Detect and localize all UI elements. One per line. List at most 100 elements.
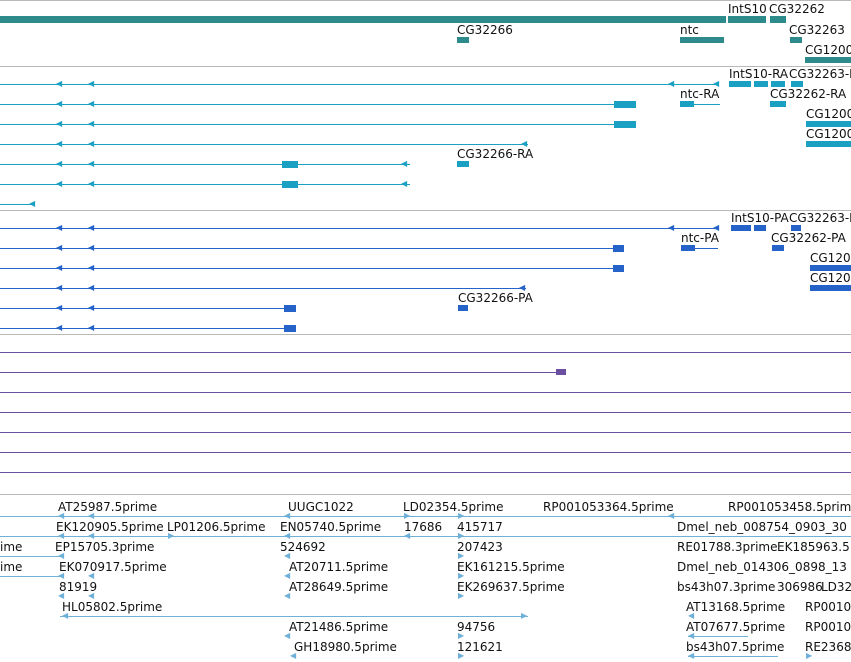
transcript-intron[interactable]: [0, 164, 410, 165]
protein-label[interactable]: CG1200: [810, 251, 851, 265]
transcript-exon[interactable]: [457, 161, 469, 167]
transcript-exon[interactable]: [680, 101, 694, 107]
transcript-intron[interactable]: [0, 144, 528, 145]
transcript-exon[interactable]: [806, 121, 851, 127]
transcript-intron[interactable]: [0, 124, 636, 125]
transcript-exon[interactable]: [729, 81, 751, 87]
gene-label[interactable]: CG32266: [457, 23, 513, 37]
est-label[interactable]: RP0010: [805, 600, 851, 614]
variation-line[interactable]: [0, 432, 851, 433]
protein-exon[interactable]: [284, 325, 296, 332]
protein-exon[interactable]: [613, 245, 624, 252]
gene-label[interactable]: CG32263: [789, 23, 845, 37]
est-label[interactable]: ime: [0, 560, 23, 574]
est-label[interactable]: EK185963.5: [777, 540, 850, 554]
gene-bar[interactable]: [680, 37, 724, 43]
transcript-label[interactable]: CG32262-RA: [770, 87, 847, 101]
est-label[interactable]: RP001053458.5prime: [728, 500, 851, 514]
est-label[interactable]: UUGC1022: [288, 500, 354, 514]
transcript-exon[interactable]: [791, 81, 803, 87]
gene-label[interactable]: IntS10: [728, 2, 767, 16]
transcript-exon[interactable]: [614, 101, 636, 108]
est-label[interactable]: bs43h07.3prime: [677, 580, 776, 594]
protein-label[interactable]: CG1200: [810, 271, 851, 285]
est-label[interactable]: AT07677.5prime: [686, 620, 786, 634]
est-label[interactable]: 415717: [457, 520, 503, 534]
est-label[interactable]: RE2368: [805, 640, 851, 654]
protein-label[interactable]: CG32263-PA: [789, 211, 851, 225]
protein-intron[interactable]: [0, 328, 296, 329]
transcript-exon[interactable]: [771, 81, 785, 87]
protein-exon[interactable]: [772, 245, 784, 251]
est-label[interactable]: AT25987.5prime: [58, 500, 158, 514]
variation-line[interactable]: [0, 452, 851, 453]
transcript-exon[interactable]: [614, 121, 636, 128]
transcript-intron[interactable]: [0, 204, 34, 205]
gene-bar[interactable]: [790, 37, 802, 43]
protein-exon[interactable]: [284, 305, 296, 312]
est-alignment-line[interactable]: [60, 616, 528, 617]
protein-exon[interactable]: [458, 305, 468, 311]
est-label[interactable]: AT21486.5prime: [289, 620, 389, 634]
variation-line[interactable]: [0, 412, 851, 413]
gene-bar[interactable]: [728, 16, 766, 23]
est-label[interactable]: RP001053364.5prime: [543, 500, 674, 514]
transcript-label[interactable]: CG32266-RA: [457, 147, 534, 161]
est-label[interactable]: 94756: [457, 620, 496, 634]
est-alignment-line[interactable]: [688, 636, 748, 637]
est-alignment-line[interactable]: [546, 516, 676, 517]
est-label[interactable]: ime: [0, 540, 23, 554]
protein-exon[interactable]: [754, 225, 766, 231]
protein-label[interactable]: ntc-PA: [681, 231, 719, 245]
transcript-label[interactable]: ntc-RA: [680, 87, 720, 101]
protein-label[interactable]: CG32262-PA: [771, 231, 846, 245]
est-label[interactable]: 121621: [457, 640, 503, 654]
transcript-intron[interactable]: [694, 104, 720, 105]
est-label[interactable]: AT13168.5prime: [686, 600, 786, 614]
est-label[interactable]: LP01206.5prime: [167, 520, 266, 534]
protein-intron[interactable]: [0, 288, 526, 289]
protein-intron[interactable]: [0, 248, 624, 249]
transcript-intron[interactable]: [0, 84, 716, 85]
est-label[interactable]: HL05802.5prime: [62, 600, 163, 614]
variation-line[interactable]: [0, 372, 566, 373]
est-label[interactable]: AT28649.5prime: [289, 580, 389, 594]
transcript-exon[interactable]: [754, 81, 768, 87]
est-label[interactable]: EP15705.3prime: [55, 540, 155, 554]
est-label[interactable]: EK161215.5prime: [457, 560, 565, 574]
gene-bar[interactable]: [805, 57, 851, 63]
est-label[interactable]: 17686: [404, 520, 443, 534]
transcript-exon[interactable]: [282, 181, 298, 188]
protein-label[interactable]: IntS10-PA: [731, 211, 789, 225]
est-label[interactable]: LD02354.5prime: [403, 500, 504, 514]
protein-exon[interactable]: [613, 265, 624, 272]
transcript-exon[interactable]: [282, 161, 298, 168]
est-label[interactable]: LD32: [821, 580, 851, 594]
transcript-exon[interactable]: [806, 141, 851, 147]
est-label[interactable]: 524692: [280, 540, 326, 554]
est-alignment-line[interactable]: [0, 576, 60, 577]
protein-exon[interactable]: [810, 285, 851, 291]
variation-line[interactable]: [0, 392, 851, 393]
gene-bar[interactable]: [457, 37, 469, 43]
variation-feature[interactable]: [556, 369, 566, 375]
est-alignment-line[interactable]: [0, 516, 851, 517]
est-label[interactable]: AT20711.5prime: [289, 560, 389, 574]
est-label[interactable]: 306986: [777, 580, 823, 594]
gene-label[interactable]: CG12001: [805, 43, 851, 57]
est-alignment-line[interactable]: [0, 556, 60, 557]
protein-intron[interactable]: [695, 248, 718, 249]
protein-exon[interactable]: [681, 245, 695, 251]
est-label[interactable]: 207423: [457, 540, 503, 554]
transcript-exon[interactable]: [770, 101, 786, 107]
est-label[interactable]: RE01788.3prime: [677, 540, 778, 554]
est-label[interactable]: bs43h07.5prime: [686, 640, 785, 654]
est-alignment-line[interactable]: [688, 656, 778, 657]
transcript-label[interactable]: IntS10-RA: [729, 67, 789, 81]
protein-exon[interactable]: [791, 225, 801, 231]
transcript-label[interactable]: CG32263-RA: [789, 67, 851, 81]
variation-line[interactable]: [0, 472, 851, 473]
est-label[interactable]: 81919: [59, 580, 98, 594]
est-label[interactable]: EN05740.5prime: [280, 520, 382, 534]
